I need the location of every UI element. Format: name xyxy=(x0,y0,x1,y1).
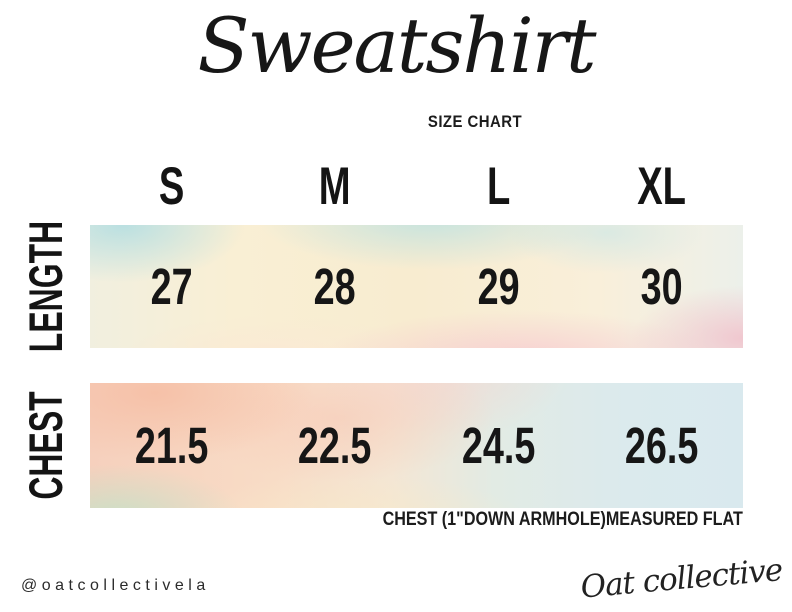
length-value-l: 29 xyxy=(477,258,520,315)
chest-value-l: 24.5 xyxy=(461,417,535,474)
chest-value-s: 21.5 xyxy=(134,417,209,474)
instagram-handle: @oatcollectivela xyxy=(21,577,210,594)
chest-value-m: 22.5 xyxy=(298,417,372,474)
measurement-note: CHEST (1"DOWN ARMHOLE)MEASURED FLAT xyxy=(382,509,743,530)
chest-row-band: 21.5 22.5 24.5 26.5 xyxy=(90,383,743,508)
length-value-m: 28 xyxy=(313,258,356,315)
row-label-chest: CHEST xyxy=(8,383,84,508)
column-header-xl: XL xyxy=(636,157,686,216)
length-value-s: 27 xyxy=(150,258,193,315)
column-header-l: L xyxy=(486,157,510,216)
row-label-length: LENGTH xyxy=(8,221,84,352)
length-value-xl: 30 xyxy=(640,258,683,315)
page-title: Sweatshirt xyxy=(197,1,596,90)
chest-value-xl: 26.5 xyxy=(624,417,699,474)
length-row-band: 27 28 29 30 xyxy=(90,225,743,348)
brand-signature: Oat collective xyxy=(579,552,784,606)
page-subtitle: SIZE CHART xyxy=(427,112,523,131)
column-header-s: S xyxy=(158,157,185,216)
column-header-m: M xyxy=(318,157,351,216)
size-column-headers: S M L XL xyxy=(90,156,743,216)
row-label-length-text: LENGTH xyxy=(19,220,73,353)
row-label-chest-text: CHEST xyxy=(19,391,73,500)
